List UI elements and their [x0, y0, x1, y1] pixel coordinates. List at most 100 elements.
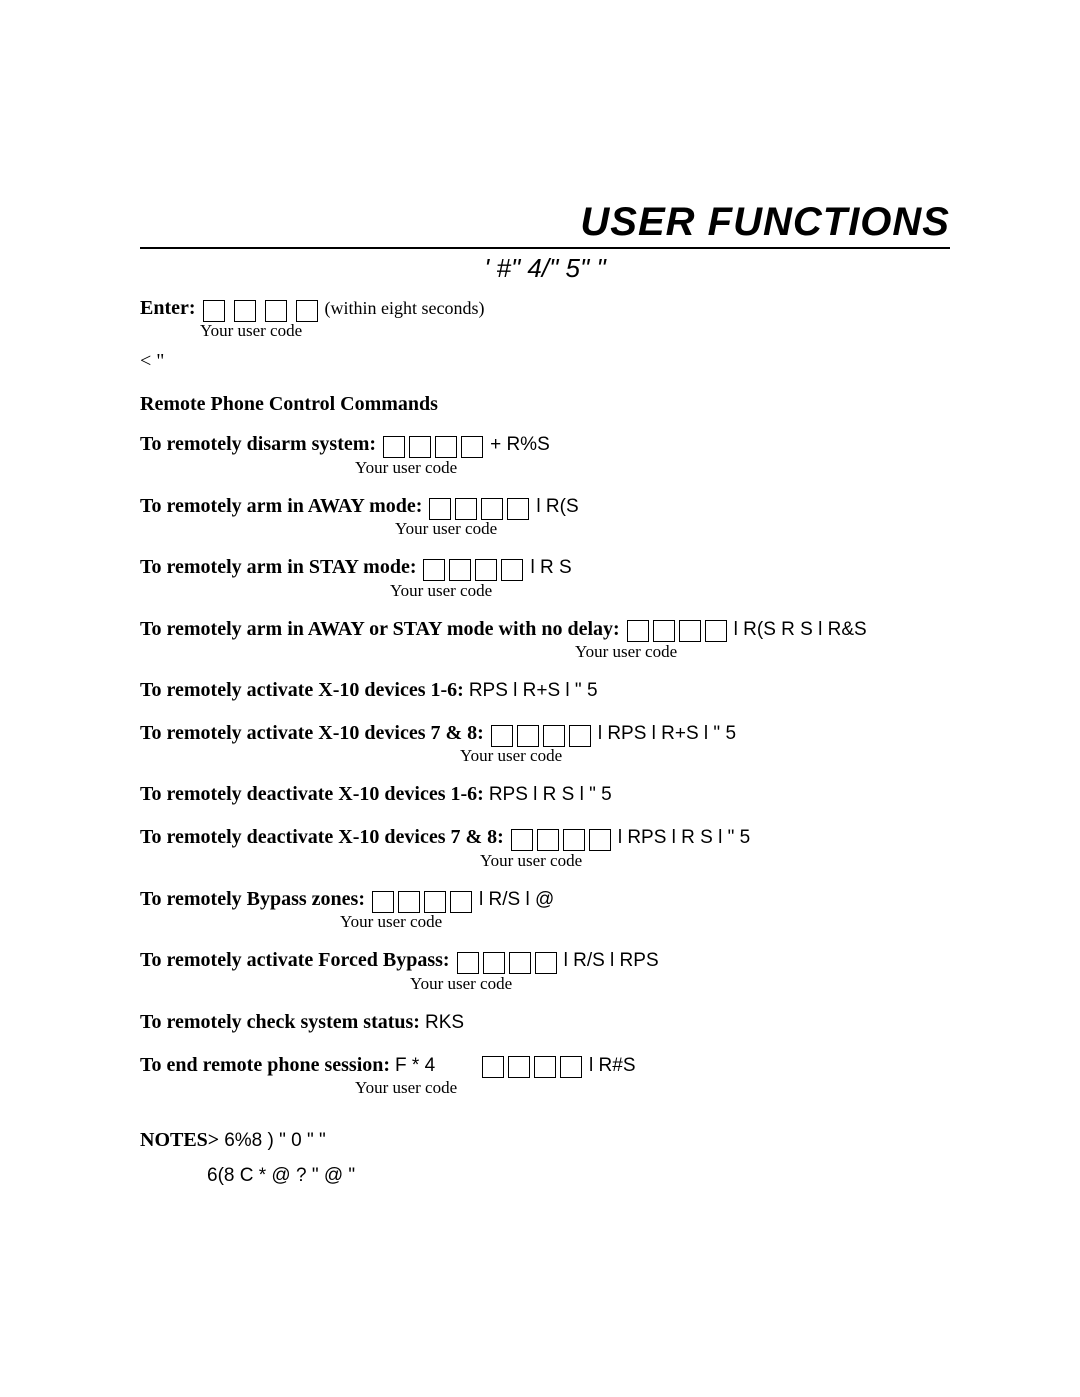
cmd-label: To remotely activate X-10 devices 7 & 8: — [140, 722, 484, 744]
code-box[interactable] — [455, 498, 477, 520]
code-box[interactable] — [383, 436, 405, 458]
code-box[interactable] — [509, 952, 531, 974]
code-box[interactable] — [535, 952, 557, 974]
code-box[interactable] — [481, 498, 503, 520]
code-box[interactable] — [507, 498, 529, 520]
cmd-label: To remotely deactivate X-10 devices 1-6: — [140, 783, 484, 805]
section-title: Remote Phone Control Commands — [140, 393, 950, 416]
enter-label: Enter: — [140, 297, 196, 319]
cmd-boxes — [625, 616, 729, 644]
code-box[interactable] — [534, 1056, 556, 1078]
cmd-boxes — [480, 1052, 584, 1080]
page: USER FUNCTIONS ' #" 4/" 5" " Enter: (wit… — [0, 0, 1080, 1397]
page-title: USER FUNCTIONS — [140, 200, 950, 249]
code-box[interactable] — [234, 300, 256, 322]
cmd-suffix: + R%S — [490, 434, 550, 455]
cmd-label: To remotely activate Forced Bypass: — [140, 949, 450, 971]
code-box[interactable] — [537, 829, 559, 851]
cmd-yuc: Your user code — [460, 746, 950, 766]
cmd-yuc: Your user code — [575, 642, 950, 662]
cmd-text: RPS l R+S l " 5 — [469, 680, 598, 701]
cmd-boxes — [489, 720, 593, 748]
code-box[interactable] — [589, 829, 611, 851]
cmd-boxes — [381, 432, 485, 460]
cmd-suffix: l R(S R S l R&S — [734, 619, 867, 640]
code-box[interactable] — [653, 620, 675, 642]
cmd-boxes — [370, 886, 474, 914]
code-box[interactable] — [475, 559, 497, 581]
code-box[interactable] — [569, 725, 591, 747]
cmd-label: To remotely arm in AWAY or STAY mode wit… — [140, 618, 620, 640]
cmd-status: To remotely check system status: RKS — [140, 1008, 950, 1037]
code-box[interactable] — [450, 891, 472, 913]
cmd-suffix: l R#S — [589, 1055, 635, 1076]
code-box[interactable] — [543, 725, 565, 747]
cmd-yuc: Your user code — [395, 519, 950, 539]
cmd-suffix: l R/S l RPS — [564, 950, 659, 971]
cmd-label: To remotely Bypass zones: — [140, 888, 365, 910]
lt-line: < " — [140, 347, 950, 375]
code-box[interactable] — [483, 952, 505, 974]
code-box[interactable] — [398, 891, 420, 913]
cmd-text: F * 4 — [395, 1052, 475, 1080]
cmd-x10-deact-16: To remotely deactivate X-10 devices 1-6:… — [140, 780, 950, 809]
cmd-bypass: To remotely Bypass zones: l R/S l @ Your… — [140, 885, 950, 932]
notes-line2: 6(8 C * @ ? " @ " — [207, 1165, 355, 1186]
code-box[interactable] — [679, 620, 701, 642]
cmd-x10-deact-78: To remotely deactivate X-10 devices 7 & … — [140, 823, 950, 870]
code-box[interactable] — [203, 300, 225, 322]
cmd-yuc: Your user code — [410, 974, 950, 994]
code-box[interactable] — [429, 498, 451, 520]
cmd-boxes — [427, 493, 531, 521]
code-box[interactable] — [482, 1056, 504, 1078]
cmd-end-session: To end remote phone session: F * 4 l R#S… — [140, 1051, 950, 1098]
cmd-boxes — [509, 825, 613, 853]
code-box[interactable] — [491, 725, 513, 747]
notes-label: NOTES> — [140, 1129, 219, 1151]
code-box[interactable] — [560, 1056, 582, 1078]
enter-hint: (within eight seconds) — [325, 298, 485, 318]
code-box[interactable] — [511, 829, 533, 851]
code-box[interactable] — [517, 725, 539, 747]
cmd-yuc: Your user code — [355, 1078, 950, 1098]
code-box[interactable] — [563, 829, 585, 851]
code-box[interactable] — [508, 1056, 530, 1078]
cmd-label: To remotely check system status: — [140, 1011, 420, 1033]
cmd-suffix: l R S — [530, 557, 571, 578]
code-box[interactable] — [461, 436, 483, 458]
code-box[interactable] — [409, 436, 431, 458]
code-box[interactable] — [296, 300, 318, 322]
cmd-boxes — [455, 948, 559, 976]
cmd-arm-stay: To remotely arm in STAY mode: l R S Your… — [140, 553, 950, 600]
cmd-label: To remotely arm in AWAY mode: — [140, 495, 422, 517]
cmd-label: To remotely deactivate X-10 devices 7 & … — [140, 826, 504, 848]
code-box[interactable] — [501, 559, 523, 581]
enter-yuc: Your user code — [200, 321, 950, 341]
code-box[interactable] — [435, 436, 457, 458]
cmd-label: To end remote phone session: — [140, 1054, 390, 1076]
cmd-label: To remotely disarm system: — [140, 433, 376, 455]
code-box[interactable] — [449, 559, 471, 581]
cmd-x10-act-16: To remotely activate X-10 devices 1-6: R… — [140, 676, 950, 705]
cmd-arm-nodelay: To remotely arm in AWAY or STAY mode wit… — [140, 615, 950, 662]
cmd-forced-bypass: To remotely activate Forced Bypass: l R/… — [140, 946, 950, 993]
code-box[interactable] — [627, 620, 649, 642]
cmd-yuc: Your user code — [480, 851, 950, 871]
code-box[interactable] — [424, 891, 446, 913]
cmd-yuc: Your user code — [390, 581, 950, 601]
code-box[interactable] — [705, 620, 727, 642]
notes-block: NOTES> 6%8 ) " 0 " " 6(8 C * @ ? " @ " — [140, 1126, 950, 1190]
code-box[interactable] — [457, 952, 479, 974]
cmd-yuc: Your user code — [355, 458, 950, 478]
cmd-suffix: l R(S — [536, 496, 578, 517]
cmd-boxes — [421, 555, 525, 583]
code-box[interactable] — [265, 300, 287, 322]
code-box[interactable] — [372, 891, 394, 913]
cmd-x10-act-78: To remotely activate X-10 devices 7 & 8:… — [140, 719, 950, 766]
cmd-suffix: l RPS l R+S l " 5 — [598, 723, 736, 744]
cmd-label: To remotely arm in STAY mode: — [140, 556, 416, 578]
enter-row: Enter: (within eight seconds) — [140, 294, 950, 323]
code-box[interactable] — [423, 559, 445, 581]
notes-line1: 6%8 ) " 0 " " — [224, 1130, 326, 1151]
cmd-disarm: To remotely disarm system: + R%S Your us… — [140, 430, 950, 477]
